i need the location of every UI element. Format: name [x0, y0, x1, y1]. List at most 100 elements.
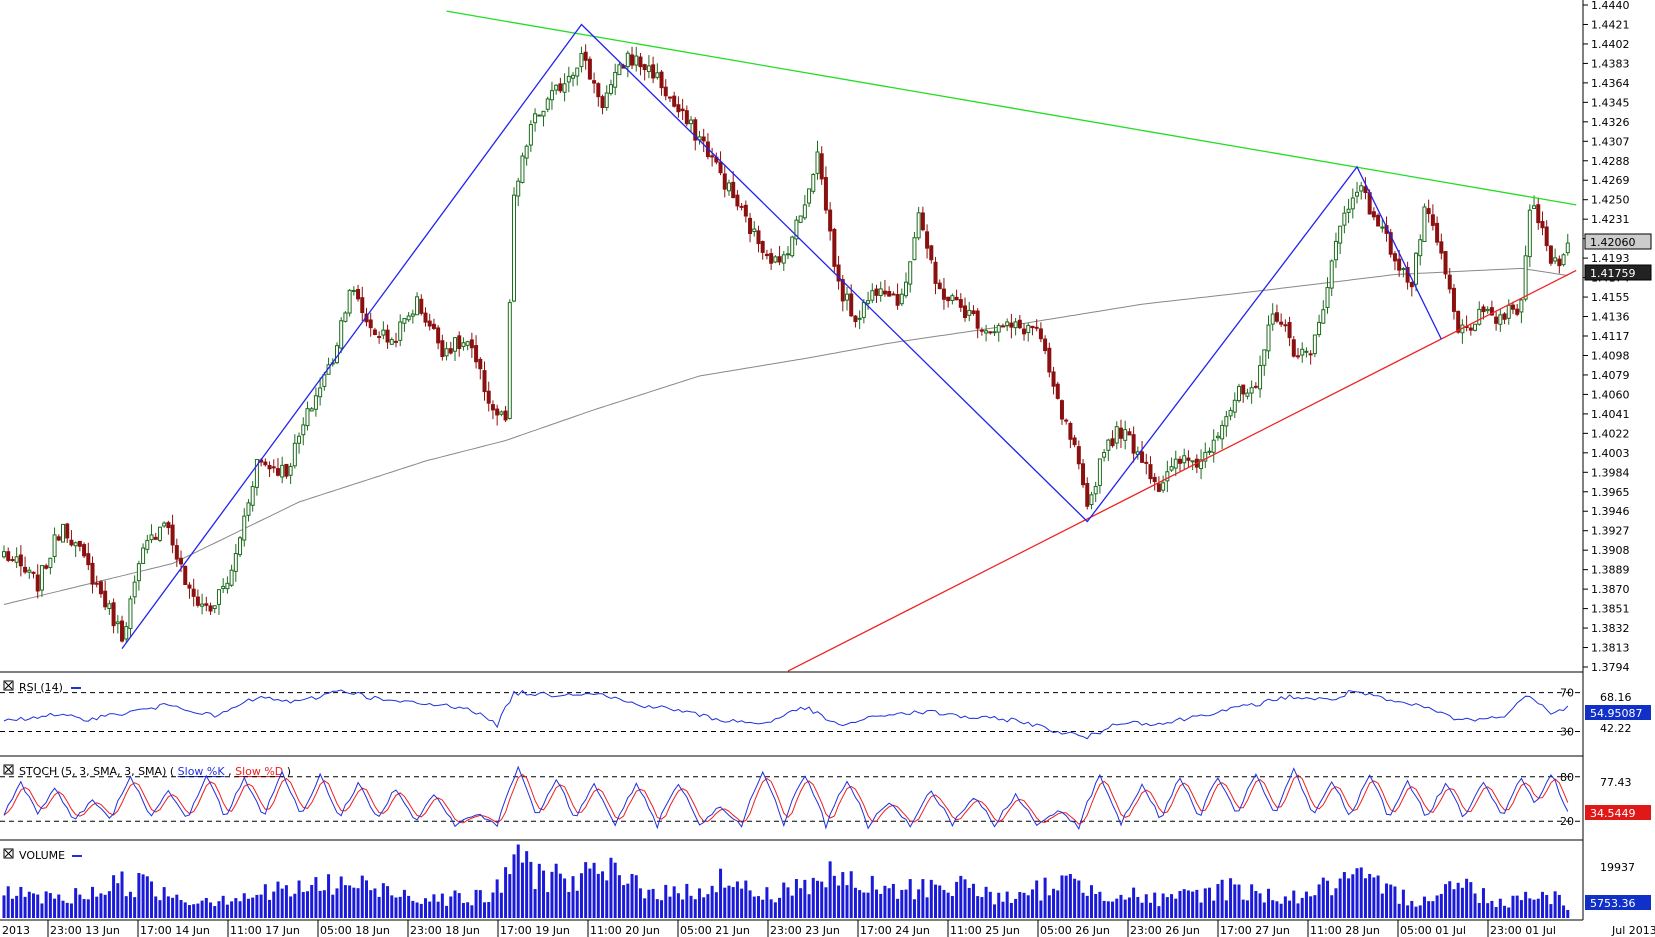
volume-bar — [1393, 886, 1397, 918]
volume-bar — [828, 861, 832, 918]
price-labels: 1.42060 1.41759 — [1584, 233, 1652, 281]
candle-body — [1439, 241, 1444, 254]
volume-bar — [1005, 891, 1009, 918]
price-tick-label: 1.4079 — [1591, 369, 1630, 382]
candle-body — [861, 301, 866, 318]
candle-body — [516, 180, 521, 197]
volume-bar — [225, 904, 229, 918]
candle-body — [1325, 287, 1330, 308]
time-tick-label: 11:00 28 Jun — [1310, 924, 1380, 937]
volume-bar — [1553, 891, 1557, 918]
candle-body — [246, 502, 251, 516]
candle-body — [811, 174, 816, 192]
candle-body — [554, 84, 559, 91]
candle-body — [1190, 460, 1195, 463]
volume-bar — [1127, 897, 1131, 918]
price-tick-label: 1.4041 — [1591, 408, 1630, 421]
candle-body — [1376, 214, 1381, 227]
volume-bar — [1153, 892, 1157, 918]
stoch-level-label: 20 — [1560, 815, 1574, 828]
volume-bar — [542, 870, 546, 918]
candle-body — [777, 256, 782, 263]
candle-body — [1532, 205, 1537, 210]
volume-bar — [980, 897, 984, 918]
volume-bar — [681, 899, 685, 918]
price-tick-label: 1.3813 — [1591, 642, 1630, 655]
price-tick-label: 1.4136 — [1591, 311, 1630, 324]
volume-bar — [1275, 901, 1279, 918]
candle-body — [398, 321, 403, 341]
candle-body — [1401, 268, 1406, 271]
candle-body — [1536, 204, 1541, 224]
volume-bar — [415, 902, 419, 918]
candle-body — [996, 325, 1001, 333]
candle-body — [61, 523, 66, 543]
volume-bar — [1043, 877, 1047, 918]
volume-bar — [727, 885, 731, 918]
volume-bar — [1106, 901, 1110, 918]
volume-bar — [483, 902, 487, 918]
candle-body — [1013, 321, 1018, 329]
candle-body — [1468, 327, 1473, 331]
volume-bar — [1174, 898, 1178, 918]
volume-panel: VOLUME 19937 5753.36 — [2, 844, 1651, 918]
candle-body — [1017, 319, 1022, 329]
candle-body — [701, 136, 706, 142]
volume-bar — [230, 901, 234, 918]
candle-body — [313, 395, 318, 410]
moving-average-line — [3, 267, 1568, 605]
candle-body — [431, 323, 436, 329]
candle-body — [912, 237, 917, 261]
rsi-level-label: 70 — [1560, 687, 1574, 700]
price-tick-label: 1.3832 — [1591, 622, 1630, 635]
candle-body — [946, 296, 951, 302]
price-tick-label: 1.3984 — [1591, 466, 1630, 479]
candle-body — [1047, 347, 1052, 373]
volume-bar — [209, 902, 213, 918]
candle-body — [832, 228, 837, 267]
volume-bar — [529, 861, 533, 918]
volume-bar — [630, 873, 634, 918]
volume-bar — [584, 862, 588, 918]
volume-bar — [1182, 889, 1186, 918]
volume-bar — [478, 890, 482, 918]
volume-bar — [137, 873, 141, 918]
volume-bar — [1170, 894, 1174, 918]
volume-bar — [1385, 883, 1389, 918]
candle-body — [1005, 321, 1010, 326]
candle-body — [360, 297, 365, 314]
volume-bar — [769, 899, 773, 918]
volume-bar — [849, 871, 853, 918]
volume-bar — [402, 889, 406, 918]
volume-bar — [381, 883, 385, 918]
volume-bar — [10, 898, 14, 918]
candle-body — [1114, 426, 1119, 444]
volume-bar — [689, 895, 693, 918]
volume-bar — [934, 884, 938, 918]
volume-bar — [91, 886, 95, 918]
resistance-line — [446, 10, 1577, 206]
candle-body — [107, 603, 112, 610]
candle-body — [1485, 308, 1490, 312]
volume-bar — [78, 894, 82, 918]
volume-bar — [929, 879, 933, 918]
candle-body — [368, 319, 373, 329]
candle-body — [98, 581, 103, 595]
current-price-box — [1584, 233, 1652, 250]
candle-body — [103, 590, 108, 608]
candle-body — [541, 110, 546, 117]
volume-bar — [348, 885, 352, 918]
volume-bar — [1102, 900, 1106, 918]
volume-bar — [1039, 900, 1043, 918]
candle-body — [27, 569, 32, 573]
stoch-value-box — [1585, 805, 1651, 820]
candle-body — [486, 390, 491, 404]
candle-body — [1397, 258, 1402, 271]
candle-body — [1026, 324, 1031, 334]
volume-bar — [1536, 898, 1540, 918]
volume-bar — [255, 894, 259, 918]
volume-bar — [1203, 888, 1207, 918]
volume-bar — [171, 897, 175, 918]
stoch-levels: 80 20 — [0, 771, 1583, 828]
volume-bar — [457, 893, 461, 918]
